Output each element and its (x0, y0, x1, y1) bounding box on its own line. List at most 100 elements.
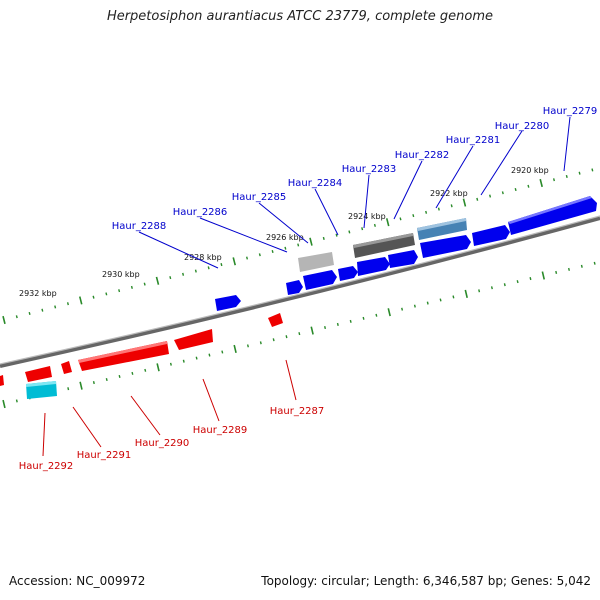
gene-arrow-forward[interactable] (298, 252, 334, 272)
gene-arrow-reverse[interactable] (78, 341, 169, 371)
gene-arrow-forward[interactable] (472, 225, 510, 246)
minor-tick (220, 263, 223, 267)
gene-label[interactable]: Haur_2288 (112, 221, 167, 232)
minor-tick (527, 184, 530, 188)
label-leader (202, 378, 220, 422)
gene-label[interactable]: Haur_2289 (193, 425, 248, 436)
gene-label[interactable]: Haur_2282 (395, 150, 450, 161)
gene-label[interactable]: Haur_2291 (77, 450, 132, 461)
gene-arrow-forward[interactable] (286, 280, 303, 295)
gene-arrow-reverse[interactable] (61, 361, 72, 374)
gene-arrow-reverse[interactable] (78, 341, 167, 363)
minor-tick (143, 282, 146, 286)
minor-tick (322, 236, 325, 240)
gene-arrow-forward[interactable] (353, 233, 413, 248)
minor-tick (489, 194, 492, 198)
gene-label[interactable]: Haur_2284 (288, 178, 343, 189)
major-tick (2, 315, 6, 325)
label-leader (285, 359, 297, 401)
separator: ; (365, 574, 370, 588)
forward-tick-ring (2, 168, 594, 325)
map-title: Herpetosiphon aurantiacus ATCC 23779, co… (106, 9, 494, 24)
major-tick (232, 257, 236, 266)
minor-tick (297, 243, 300, 247)
minor-tick (348, 230, 351, 234)
minor-tick (516, 280, 519, 284)
gene-arrow-forward[interactable] (338, 266, 358, 281)
minor-tick (272, 338, 275, 342)
gene-arrow-forward[interactable] (353, 233, 415, 258)
minor-tick (375, 313, 378, 317)
gene-arrow-forward[interactable] (508, 196, 597, 235)
gene-arrow-reverse[interactable] (26, 381, 56, 387)
minor-tick (105, 378, 108, 382)
minor-tick (413, 304, 416, 308)
major-tick (541, 271, 546, 280)
gene-label[interactable]: Haur_2283 (342, 164, 397, 175)
gene-arrow-reverse[interactable] (0, 375, 4, 386)
separator: ; (502, 574, 508, 588)
minor-tick (578, 171, 581, 175)
scale-label: 2924 kbp (348, 212, 386, 221)
gene-arrow-forward[interactable] (420, 235, 471, 258)
label-leader (130, 395, 161, 436)
accession-info: Accession: NC_009972 (9, 574, 145, 588)
gene-label[interactable]: Haur_2279 (543, 106, 598, 117)
reverse-genes (0, 313, 283, 399)
gene-arrow-forward[interactable] (417, 218, 467, 240)
gene-arrow-forward[interactable] (303, 270, 337, 290)
minor-tick (194, 269, 197, 273)
topology-label: Topology: (261, 574, 318, 588)
label-leader (199, 217, 288, 253)
major-tick (539, 178, 543, 188)
minor-tick (361, 227, 364, 231)
gene-arrow-forward[interactable] (417, 218, 466, 231)
topology-value: circular (321, 574, 366, 588)
minor-tick (130, 285, 133, 289)
minor-tick (514, 187, 517, 192)
minor-tick (450, 204, 453, 208)
genes-value: 5,042 (556, 574, 591, 588)
gene-arrow-forward[interactable] (388, 250, 418, 268)
minor-tick (426, 301, 429, 305)
minor-tick (529, 277, 532, 281)
forward-genes (215, 196, 597, 311)
major-tick (385, 218, 390, 227)
minor-tick (259, 341, 262, 345)
minor-tick (245, 256, 249, 260)
major-tick (156, 363, 160, 372)
label-leader (72, 406, 102, 448)
gene-arrow-forward[interactable] (357, 257, 390, 276)
minor-tick (169, 276, 172, 280)
label-leader (314, 188, 339, 236)
scale-label: 2928 kbp (184, 253, 222, 262)
gene-arrow-reverse[interactable] (268, 313, 283, 327)
gene-label[interactable]: Haur_2280 (495, 121, 550, 132)
gene-arrow-reverse[interactable] (25, 366, 52, 382)
scale-label: 2930 kbp (102, 270, 140, 279)
minor-tick (258, 253, 261, 257)
minor-tick (555, 270, 558, 274)
gene-arrow-forward[interactable] (508, 196, 592, 224)
gene-label[interactable]: Haur_2287 (270, 406, 325, 417)
gene-arrow-forward[interactable] (215, 295, 241, 311)
gene-label[interactable]: Haur_2290 (135, 438, 190, 449)
gene-arrow-reverse[interactable] (174, 329, 213, 350)
minor-tick (552, 178, 556, 182)
minor-tick (169, 362, 172, 366)
genome-backbone (0, 216, 600, 368)
label-leader (363, 174, 370, 229)
scale-label: 2926 kbp (266, 233, 304, 242)
gene-label[interactable]: Haur_2286 (173, 207, 228, 218)
minor-tick (439, 298, 442, 302)
length-label: Length: (373, 574, 420, 588)
minor-tick (92, 295, 95, 299)
minor-tick (41, 308, 44, 312)
reverse-gene-labels: Haur_2287 Haur_2289 Haur_2290 Haur_2291 … (19, 406, 325, 472)
gene-label[interactable]: Haur_2281 (446, 135, 501, 146)
gene-label[interactable]: Haur_2285 (232, 192, 287, 203)
minor-tick (118, 289, 121, 293)
minor-tick (452, 295, 455, 299)
gene-label[interactable]: Haur_2292 (19, 461, 74, 472)
scale-labels: 2932 kbp 2930 kbp 2928 kbp 2926 kbp 2924… (19, 166, 549, 298)
